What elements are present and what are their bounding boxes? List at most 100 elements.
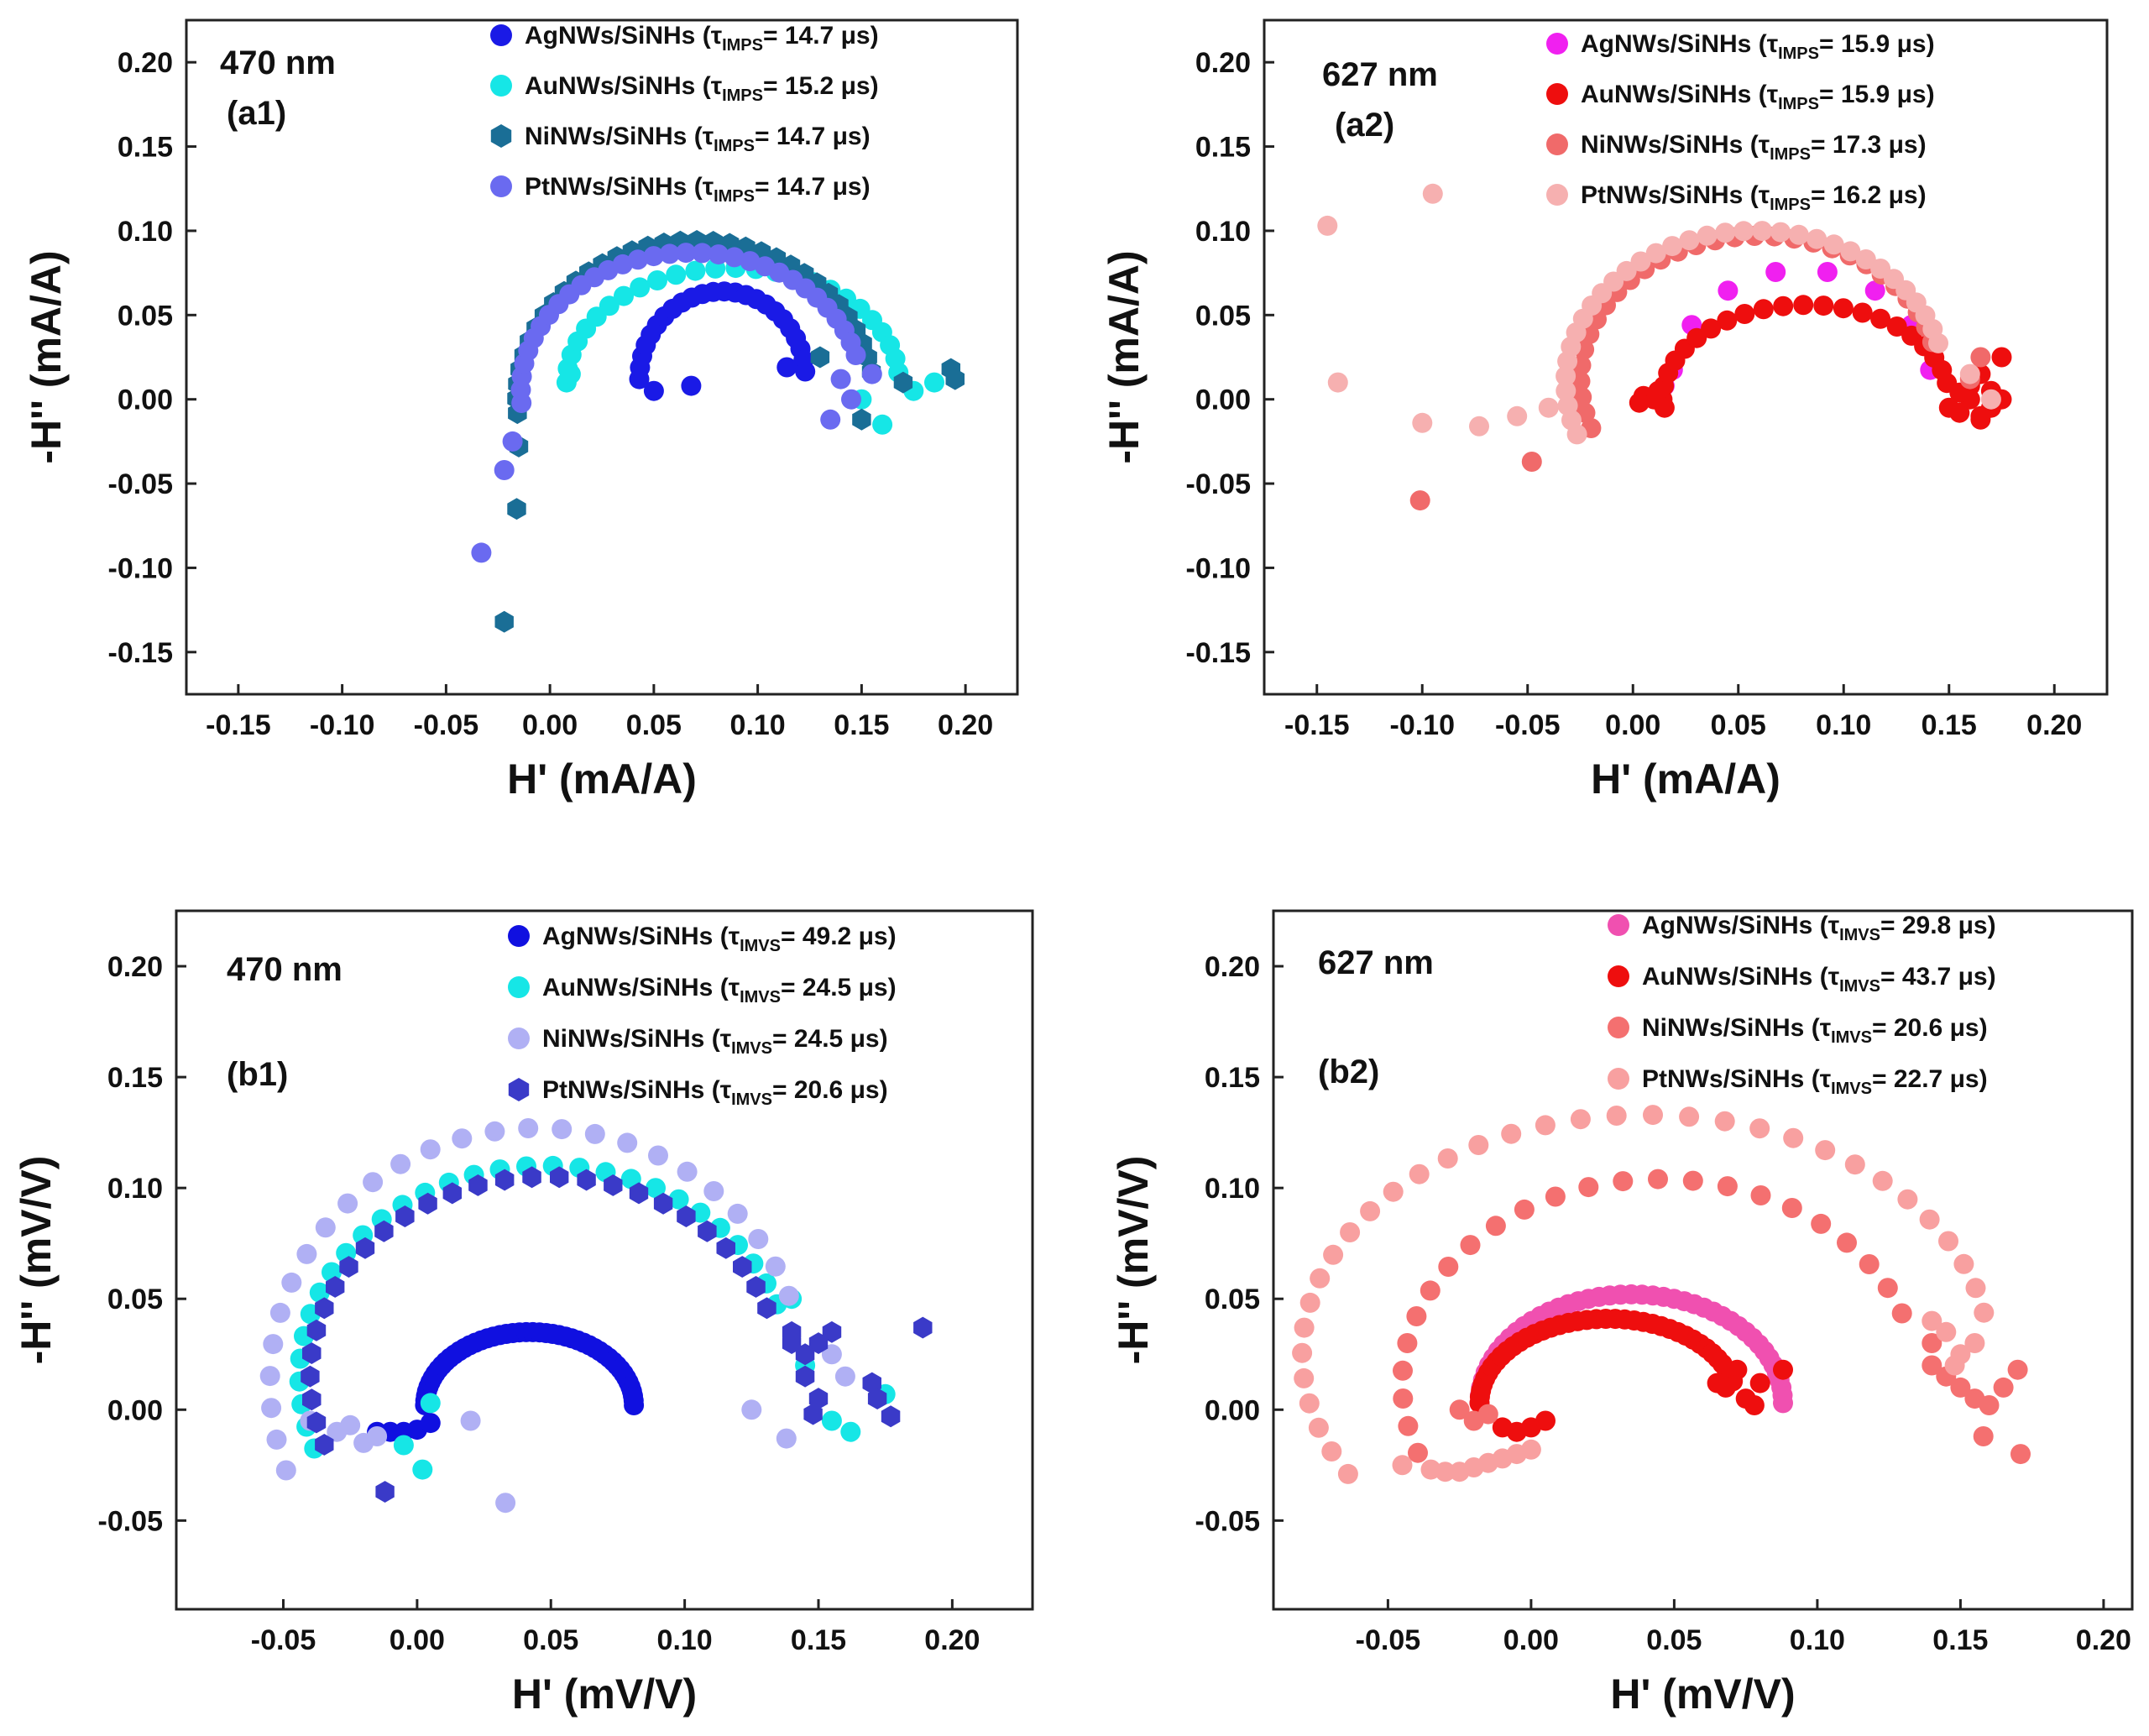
data-point — [1383, 1181, 1404, 1202]
legend-series-name: NiNWs/SiNHs — [1642, 1014, 1804, 1042]
data-point — [1936, 1321, 1957, 1342]
x-axis-label: H' (mV/V) — [1610, 1671, 1795, 1718]
data-point — [1409, 1163, 1430, 1184]
data-point — [420, 1413, 441, 1434]
legend-entry: AgNWs/SiNHs (τIMVS= 49.2 μs) — [508, 923, 897, 955]
data-point — [1872, 1170, 1893, 1191]
chart-panel-b1: -0.05 0.00 0.05 0.10 0.15 0.20 0.20 0.15 0.10 0.0… — [13, 909, 1034, 1718]
legend-tau-subscript: IMPS — [722, 36, 763, 55]
data-point — [1648, 1169, 1668, 1190]
data-point — [1438, 1257, 1459, 1277]
data-point — [1833, 298, 1854, 319]
legend-open-paren: ( — [713, 923, 728, 950]
data-point — [1844, 1154, 1865, 1175]
data-point — [1521, 452, 1542, 472]
legend-close-paren: ) — [880, 1025, 888, 1053]
legend-entry: NiNWs/SiNHs (τIMPS= 14.7 μs) — [490, 123, 871, 155]
data-point — [1950, 1377, 1971, 1398]
legend-tau-symbol: τ — [720, 1076, 731, 1104]
data-point — [945, 368, 965, 390]
data-point — [627, 249, 648, 270]
data-point — [1815, 1140, 1836, 1161]
data-point — [1514, 1199, 1535, 1220]
data-point — [630, 277, 651, 298]
data-point — [803, 1403, 823, 1425]
x-tick-label: -0.15 — [206, 709, 271, 741]
legend-close-paren: ) — [871, 22, 879, 50]
legend-tau-subscript: IMPS — [1778, 95, 1819, 113]
legend-tau-value: = 22.7 μs — [1872, 1065, 1979, 1093]
data-point — [1468, 1135, 1489, 1155]
wavelength-label: 627 nm — [1318, 944, 1434, 981]
data-point — [1855, 249, 1876, 269]
data-point — [1323, 1244, 1344, 1265]
data-point — [1877, 1278, 1898, 1299]
legend-marker — [1608, 965, 1629, 987]
legend-tau-subscript: IMVS — [1831, 1028, 1872, 1047]
data-point — [460, 1410, 481, 1431]
x-tick-label: 0.00 — [522, 709, 578, 741]
data-point — [1749, 1373, 1770, 1394]
legend-tau-value: = 15.2 μs — [763, 72, 871, 100]
x-tick-label: 0.20 — [2076, 1624, 2131, 1656]
legend: AgNWs/SiNHs (τIMVS= 29.8 μs)AuNWs/SiNHs … — [1608, 912, 1996, 1098]
legend-tau-symbol: τ — [1820, 1065, 1831, 1093]
data-point — [1327, 372, 1348, 393]
legend-series-name: AgNWs/SiNHs — [525, 22, 695, 50]
data-point — [296, 1243, 317, 1264]
legend-series-name: PtNWs/SiNHs — [542, 1076, 704, 1104]
legend-tau-subscript: IMVS — [1839, 926, 1880, 944]
data-point — [363, 1172, 384, 1193]
legend-label: NiNWs/SiNHs (τIMPS= 17.3 μs) — [1581, 131, 1927, 164]
data-point — [1570, 1109, 1591, 1130]
data-point — [1679, 1106, 1700, 1127]
legend-marker — [1608, 914, 1629, 936]
data-point — [1840, 241, 1861, 262]
data-point — [315, 1217, 336, 1238]
data-point — [1749, 1118, 1770, 1139]
legend-marker — [1546, 133, 1568, 155]
data-point — [1643, 1105, 1663, 1126]
y-tick-label: 0.10 — [1195, 216, 1251, 248]
legend-entry: NiNWs/SiNHs (τIMPS= 17.3 μs) — [1546, 131, 1927, 164]
data-point — [1535, 1410, 1556, 1431]
panel-label: (a2) — [1335, 107, 1394, 144]
data-point — [1922, 1333, 1942, 1353]
legend-series-name: NiNWs/SiNHs — [525, 123, 687, 150]
data-point — [337, 1193, 358, 1214]
wavelength-label: 470 nm — [227, 951, 342, 988]
plot-frame — [175, 909, 1034, 1611]
legend-tau-value: = 29.8 μs — [1880, 912, 1988, 939]
data-point — [685, 260, 706, 281]
data-point — [502, 431, 523, 452]
y-tick-label: -0.05 — [98, 1505, 164, 1537]
plot-frame — [185, 18, 1019, 696]
data-point — [494, 460, 515, 480]
legend-entry: AuNWs/SiNHs (τIMVS= 24.5 μs) — [508, 974, 897, 1007]
y-tick-label: 0.05 — [118, 300, 173, 332]
legend-tau-value: = 15.9 μs — [1819, 30, 1927, 58]
data-point — [1922, 1310, 1942, 1331]
data-point — [1823, 234, 1844, 255]
y-tick-label: 0.10 — [118, 216, 173, 248]
y-tick-label: -0.10 — [1186, 552, 1252, 584]
data-point — [1492, 1417, 1513, 1438]
y-tick-label: -0.05 — [1186, 468, 1252, 500]
data-point — [643, 246, 664, 267]
data-point — [881, 1405, 901, 1428]
legend-open-paren: ( — [1743, 131, 1758, 159]
data-point — [420, 1139, 441, 1160]
data-point — [442, 1182, 462, 1205]
legend-label: AgNWs/SiNHs (τIMVS= 49.2 μs) — [542, 923, 897, 955]
legend-entry: AuNWs/SiNHs (τIMPS= 15.9 μs) — [1546, 81, 1935, 113]
data-point — [1964, 1333, 1985, 1353]
data-point — [306, 1411, 327, 1434]
legend-tau-value: = 14.7 μs — [755, 173, 862, 201]
legend-open-paren: ( — [704, 1076, 719, 1104]
data-point — [1852, 302, 1873, 323]
data-point — [676, 243, 697, 264]
series-aunws-sinhs — [1469, 1309, 1793, 1442]
legend-marker — [1546, 33, 1568, 55]
legend-marker — [490, 24, 512, 46]
data-point — [1938, 1231, 1958, 1252]
